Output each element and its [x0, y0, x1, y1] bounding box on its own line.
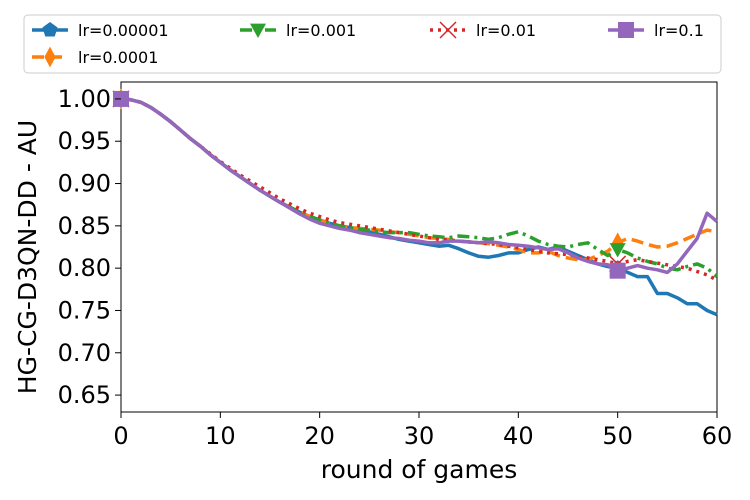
square-marker	[609, 262, 626, 279]
x-axis: 0 10 20 30 40 50 60	[113, 412, 732, 450]
diamond-marker	[44, 46, 56, 68]
x-tick-label: 20	[304, 422, 335, 450]
x-tick-label: 0	[113, 422, 128, 450]
x-tick-label: 60	[702, 422, 733, 450]
y-tick-label: 0.75	[58, 296, 111, 324]
x-marker-stroke	[439, 21, 457, 39]
x-tick-label: 50	[602, 422, 633, 450]
y-tick-label: 0.85	[58, 212, 111, 240]
legend-label: lr=0.01	[476, 21, 536, 40]
y-axis: 0.65 0.70 0.75 0.80 0.85 0.90 0.95 1.00	[58, 85, 121, 409]
series-layer	[112, 88, 719, 317]
series-line-1	[120, 97, 718, 317]
series-line-3	[120, 97, 719, 278]
x-tick-label: 40	[503, 422, 534, 450]
y-tick-label: 0.95	[58, 127, 111, 155]
square-marker	[618, 22, 634, 38]
legend-label: lr=0.1	[654, 21, 704, 40]
x-marker	[439, 21, 457, 39]
legend-box	[23, 14, 722, 74]
y-axis-label: HG-CG-D3QN-DD - AU	[13, 120, 42, 394]
pentagon-marker	[42, 22, 58, 37]
y-tick-label: 0.70	[58, 339, 111, 367]
diamond-marker	[612, 232, 624, 254]
series-line-5	[120, 97, 719, 275]
x-axis-label: round of games	[321, 455, 518, 484]
x-tick-label: 10	[205, 422, 236, 450]
x-tick-label: 30	[404, 422, 435, 450]
y-tick-label: 1.00	[58, 85, 111, 113]
y-tick-label: 0.65	[58, 381, 111, 409]
legend: lr=0.00001 lr=0.0001 lr=0.001 lr=0.01 lr=0.1	[23, 14, 722, 74]
y-tick-label: 0.80	[58, 254, 111, 282]
legend-label: lr=0.0001	[78, 48, 158, 67]
triangle-marker	[250, 23, 266, 38]
y-tick-label: 0.90	[58, 170, 111, 198]
triangle-marker	[609, 243, 626, 258]
plot-frame	[120, 81, 718, 413]
legend-label: lr=0.00001	[78, 21, 169, 40]
legend-label: lr=0.001	[286, 21, 356, 40]
